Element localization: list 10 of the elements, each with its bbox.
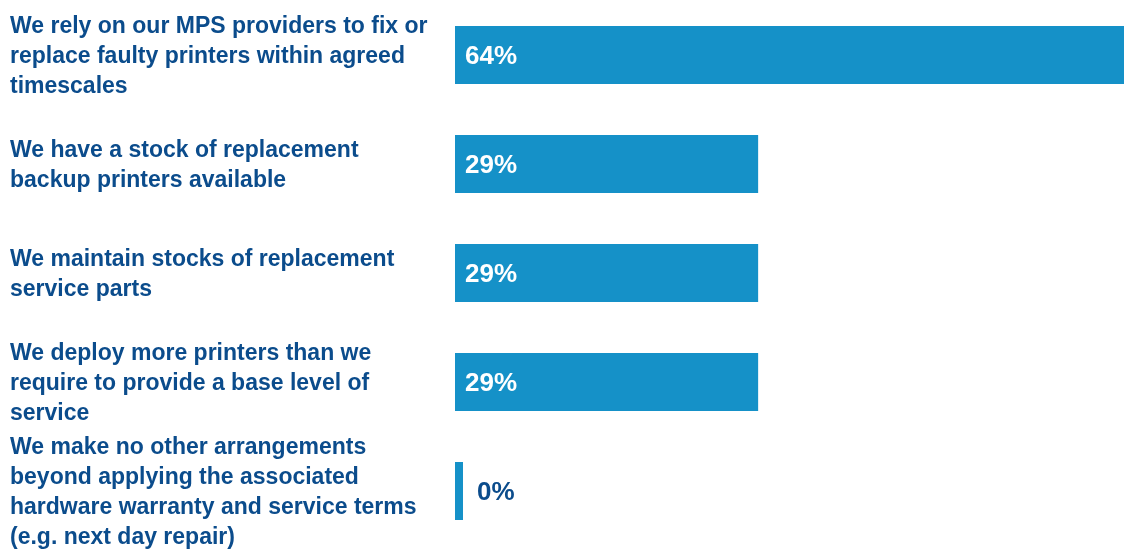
y-tick-label: We rely on our MPS providers to fix or replace faulty printers within agreed timescales — [10, 10, 429, 100]
data-label: 29% — [465, 367, 518, 397]
y-tick-label: We have a stock of replacement backup printers available — [10, 134, 360, 194]
data-label: 0% — [477, 476, 515, 506]
y-tick-label: We make no other arrangements beyond applying the associated hardware warranty and service terms (e.g. next day repair) — [10, 431, 418, 551]
y-tick-label: We maintain stocks of replacement service parts — [10, 243, 396, 303]
data-label: 64% — [465, 40, 518, 70]
data-label: 29% — [465, 149, 518, 179]
y-tick-label: We deploy more printers than we require to provide a base level of service — [10, 337, 373, 427]
data-label: 29% — [465, 258, 518, 288]
